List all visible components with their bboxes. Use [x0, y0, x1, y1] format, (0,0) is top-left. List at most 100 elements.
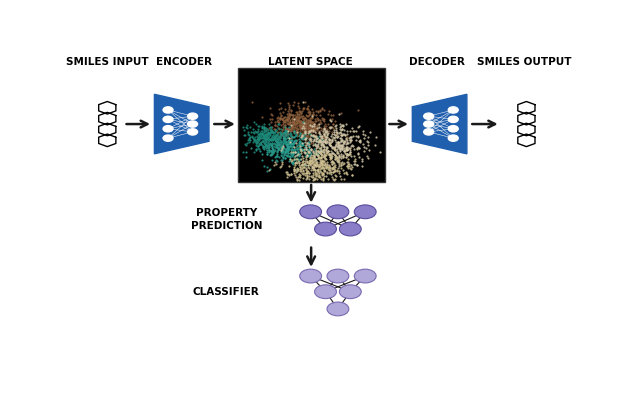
Point — [278, 139, 289, 146]
Point — [287, 114, 298, 121]
Point — [289, 153, 300, 160]
Point — [310, 136, 321, 142]
Point — [329, 151, 339, 157]
Point — [285, 143, 296, 149]
Point — [321, 146, 332, 153]
Point — [296, 113, 307, 120]
Point — [273, 140, 284, 146]
Point — [357, 156, 367, 163]
Point — [319, 151, 329, 158]
Point — [300, 139, 310, 145]
Point — [321, 164, 332, 171]
Point — [340, 140, 351, 147]
Point — [301, 140, 312, 146]
Point — [275, 144, 285, 151]
Point — [282, 143, 292, 150]
Point — [244, 135, 255, 142]
Point — [258, 137, 268, 144]
Point — [342, 136, 353, 143]
Point — [297, 125, 307, 131]
Point — [298, 171, 308, 177]
Point — [335, 145, 345, 152]
Point — [346, 142, 356, 148]
Point — [259, 133, 269, 139]
Point — [284, 140, 294, 147]
Point — [333, 152, 344, 158]
Point — [294, 138, 305, 144]
Point — [292, 167, 303, 173]
Point — [258, 132, 268, 138]
Point — [307, 128, 317, 135]
Point — [287, 116, 298, 123]
Point — [282, 118, 292, 125]
Point — [287, 123, 297, 129]
Point — [345, 137, 355, 144]
Point — [301, 158, 312, 164]
Point — [330, 162, 340, 168]
Point — [300, 99, 310, 105]
Point — [280, 139, 290, 146]
Point — [332, 133, 342, 140]
Point — [305, 118, 316, 124]
Point — [342, 159, 352, 165]
Point — [353, 107, 363, 113]
Point — [288, 121, 298, 128]
Point — [250, 127, 260, 134]
Point — [259, 136, 269, 142]
Point — [294, 164, 305, 170]
Point — [314, 148, 324, 155]
Point — [284, 111, 294, 117]
Point — [256, 134, 266, 141]
Point — [271, 142, 282, 148]
Point — [276, 147, 286, 154]
Point — [333, 132, 344, 139]
Point — [310, 147, 320, 154]
Point — [300, 144, 310, 150]
Point — [317, 140, 327, 146]
Point — [290, 155, 300, 162]
Point — [257, 135, 267, 141]
Point — [321, 164, 332, 171]
Point — [278, 116, 288, 123]
Point — [316, 151, 326, 158]
Point — [297, 162, 307, 169]
Point — [290, 152, 300, 159]
Point — [261, 127, 271, 133]
Point — [301, 134, 311, 140]
Point — [309, 125, 319, 131]
Point — [357, 163, 367, 169]
Point — [276, 105, 287, 112]
Point — [259, 134, 269, 140]
Point — [272, 148, 282, 154]
Point — [325, 151, 335, 157]
Point — [290, 116, 300, 122]
Point — [326, 155, 337, 161]
Point — [272, 142, 282, 149]
Point — [322, 150, 332, 157]
Point — [273, 141, 284, 147]
Point — [293, 111, 303, 117]
Point — [346, 153, 356, 160]
Point — [260, 138, 271, 144]
Point — [289, 164, 300, 171]
Point — [267, 136, 277, 143]
Point — [306, 167, 316, 173]
Point — [332, 128, 342, 135]
Point — [319, 131, 329, 138]
Point — [276, 139, 286, 145]
Point — [271, 137, 282, 144]
Point — [258, 144, 268, 151]
Point — [273, 140, 284, 147]
Point — [318, 158, 328, 164]
Point — [300, 115, 310, 121]
Point — [338, 151, 348, 158]
Point — [278, 133, 288, 140]
Point — [309, 142, 319, 149]
Point — [316, 148, 326, 155]
Point — [262, 130, 273, 136]
Point — [332, 154, 342, 161]
Point — [340, 147, 351, 153]
Point — [297, 115, 307, 122]
Point — [299, 128, 309, 135]
Point — [297, 121, 307, 128]
